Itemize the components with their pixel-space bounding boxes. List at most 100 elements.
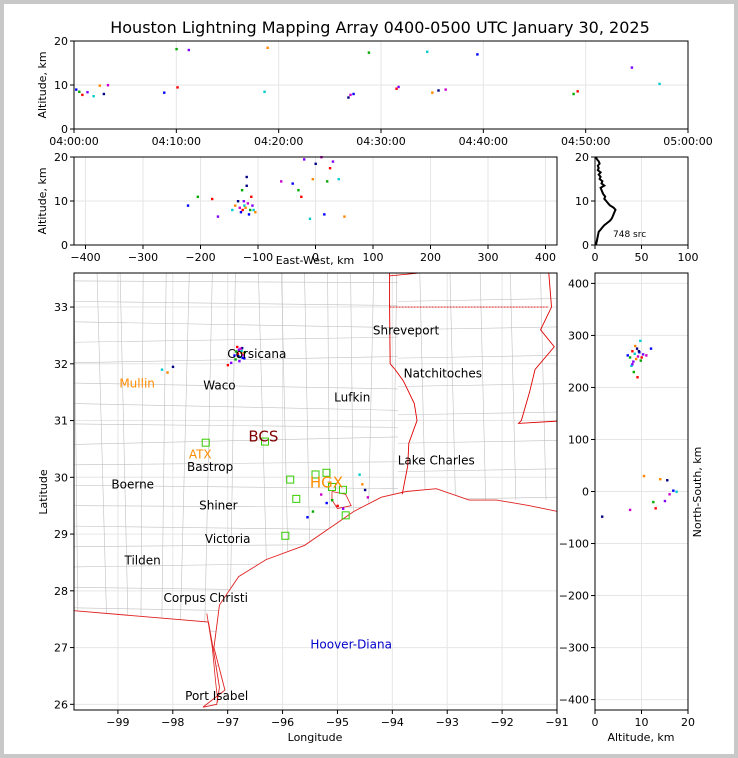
city-label: Lufkin	[334, 390, 370, 404]
source-point	[248, 208, 252, 212]
x-tick-label: −98	[161, 716, 184, 729]
city-label: Corpus Christi	[163, 591, 248, 605]
source-point	[395, 87, 398, 90]
county-line	[74, 561, 398, 568]
source-point	[240, 346, 244, 350]
county-line	[74, 382, 398, 390]
source-point	[239, 347, 242, 350]
lma-sensor-marker	[201, 438, 210, 447]
radar-label: BCS	[248, 428, 278, 446]
source-point	[303, 158, 306, 161]
texas-louisiana-border	[389, 273, 418, 495]
x-tick-label: −100	[243, 251, 273, 264]
source-point	[600, 515, 604, 518]
x-tick-label: −93	[436, 716, 459, 729]
source-point	[640, 356, 643, 359]
source-point	[349, 93, 352, 97]
county-line	[96, 273, 110, 708]
figure-title: Houston Lightning Mapping Array 0400-050…	[110, 18, 650, 37]
y-tick-label: 10	[54, 79, 68, 92]
radar-label: Mullin	[119, 377, 155, 391]
y-axis-label: Altitude, km	[36, 51, 49, 118]
y-tick-label: 400	[568, 277, 589, 290]
city-label: Shiner	[199, 499, 238, 513]
county-line	[74, 461, 398, 466]
source-point	[323, 213, 326, 216]
source-point	[367, 51, 371, 54]
source-point	[241, 208, 244, 212]
x-tick-label: 0	[592, 251, 599, 264]
y-tick-label: 0	[61, 123, 68, 136]
source-point	[631, 363, 634, 366]
source-point	[236, 200, 240, 203]
source-point	[633, 352, 636, 356]
source-point	[166, 371, 169, 374]
x-tick-label: 04:20:00	[254, 135, 303, 148]
county-line	[74, 280, 398, 283]
source-point	[319, 493, 323, 496]
source-point	[366, 496, 370, 499]
source-point	[291, 182, 294, 185]
x-tick-label: −97	[216, 716, 239, 729]
source-point	[444, 88, 447, 91]
source-point	[280, 180, 283, 183]
y-tick-label: 10	[575, 195, 589, 208]
source-point	[252, 208, 255, 212]
source-point	[639, 339, 642, 343]
x-tick-label: −200	[185, 251, 215, 264]
source-point	[649, 347, 653, 350]
x-axis-label: East-West, km	[276, 254, 354, 267]
source-point	[337, 178, 340, 181]
source-point	[672, 489, 675, 492]
county-line	[177, 273, 190, 708]
x-axis-label: Altitude, km	[607, 731, 674, 744]
x-tick-label: 05:00:00	[663, 135, 712, 148]
source-point	[231, 208, 234, 212]
x-tick-label: −91	[545, 716, 568, 729]
source-point	[572, 92, 575, 96]
source-point	[92, 95, 95, 98]
source-count-annotation: 748 src	[613, 230, 646, 240]
x-tick-label: −92	[491, 716, 514, 729]
parish-line	[397, 411, 557, 416]
x-tick-label: −300	[128, 251, 158, 264]
source-point	[237, 354, 240, 358]
parish-line	[419, 273, 426, 501]
county-line	[202, 273, 213, 708]
county-line	[74, 273, 80, 708]
x-tick-label: 300	[478, 251, 499, 264]
county-line	[74, 436, 398, 445]
source-point	[175, 47, 178, 51]
source-point	[632, 370, 635, 374]
source-point	[234, 358, 237, 361]
x-tick-label: −94	[381, 716, 404, 729]
source-point	[171, 365, 175, 369]
y-tick-label: 10	[54, 195, 68, 208]
source-point	[78, 90, 81, 93]
city-label: Tilden	[123, 554, 160, 568]
source-point	[160, 368, 164, 371]
source-point	[263, 90, 266, 93]
source-point	[243, 357, 246, 360]
parish-line	[397, 298, 557, 302]
galveston-bay	[331, 491, 352, 509]
source-point	[266, 46, 269, 49]
source-point	[186, 204, 190, 207]
source-point	[630, 66, 634, 69]
source-point	[659, 478, 662, 481]
source-point	[240, 349, 243, 353]
source-point	[431, 91, 434, 94]
source-point	[234, 204, 237, 207]
parish-line	[397, 468, 557, 472]
source-point	[242, 353, 245, 357]
source-point	[254, 211, 257, 214]
y-axis-label: Latitude	[37, 469, 50, 515]
source-point	[187, 48, 191, 52]
city-label: Victoria	[205, 532, 251, 546]
x-tick-label: −95	[326, 716, 349, 729]
source-point	[330, 499, 334, 502]
source-point	[635, 347, 639, 350]
mississippi-river	[517, 273, 557, 424]
source-point	[361, 483, 364, 486]
